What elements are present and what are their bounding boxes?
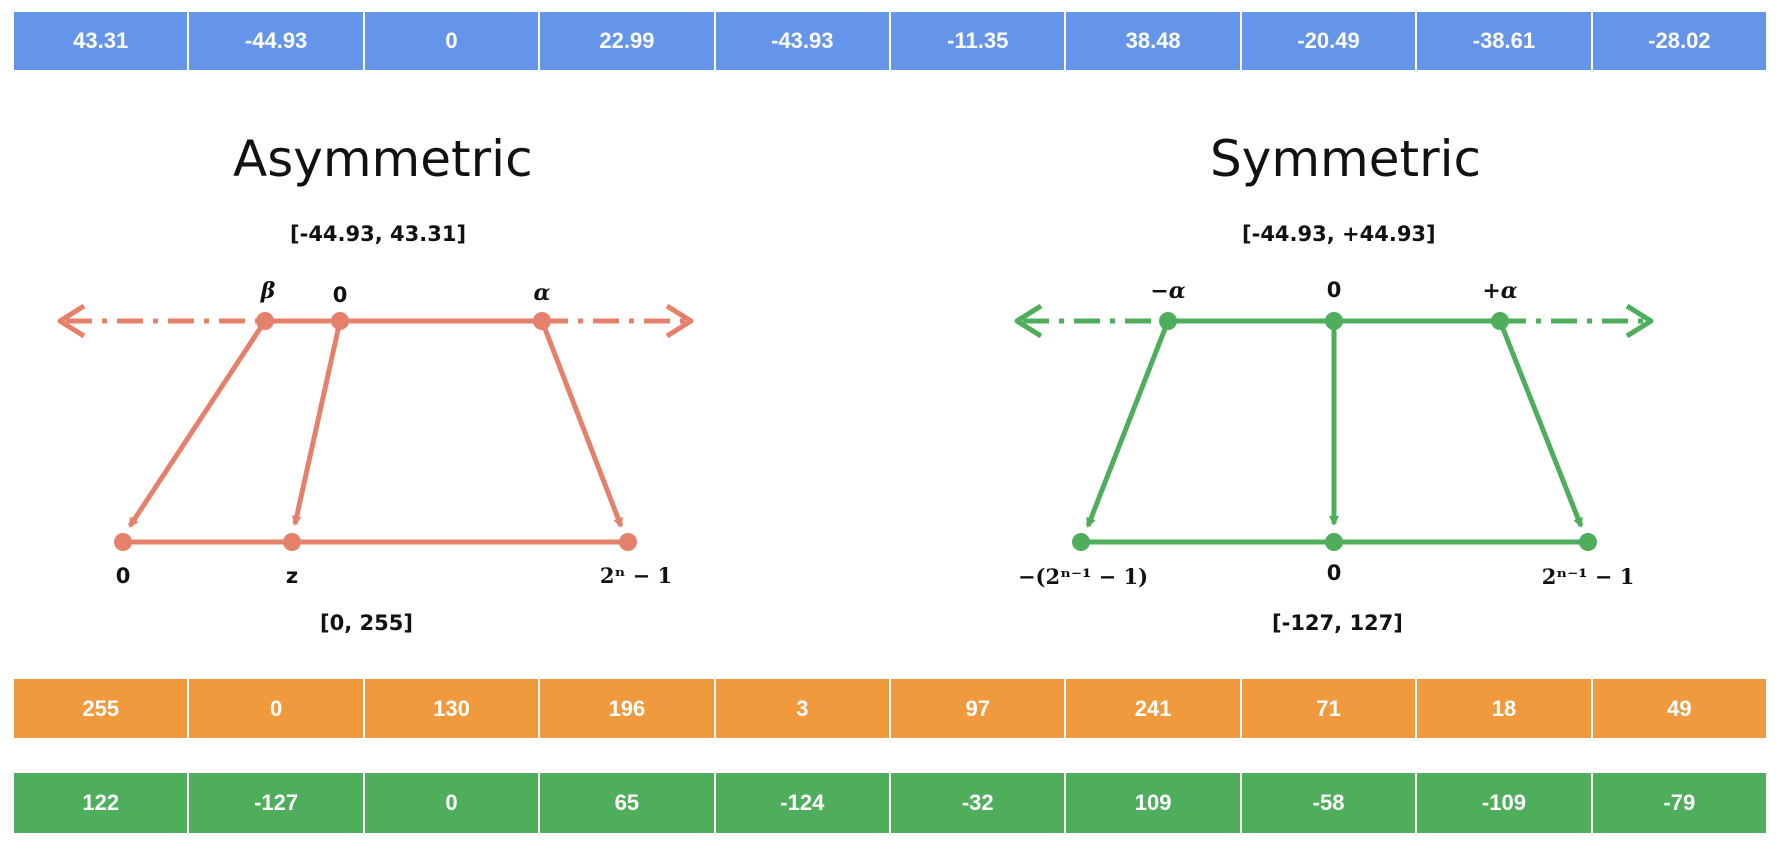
asymmetric-output-range: [0, 255]	[320, 611, 413, 635]
asym-value-cell: 241	[1066, 679, 1242, 738]
sym-value-cell: 0	[364, 773, 541, 833]
asymmetric-title: Asymmetric	[233, 130, 533, 188]
asym-value-cell: 49	[1592, 679, 1767, 738]
asymmetric-diagram	[57, 303, 694, 551]
asym-value-cell: 97	[891, 679, 1067, 738]
asym-right-arrowhead	[665, 303, 694, 339]
float-values-row: 43.31 -44.93 0 22.99 -43.93 -11.35 38.48…	[14, 12, 1767, 70]
asym-out-label-z: z	[286, 564, 298, 588]
float-value-cell: -28.02	[1592, 12, 1767, 70]
sym-dot-out-max	[1579, 533, 1597, 551]
asym-dot-out-z	[283, 533, 301, 551]
asym-dot-alpha	[533, 312, 551, 330]
sym-dot-out-zero	[1325, 533, 1343, 551]
sym-arrow-pos-alpha	[1497, 320, 1584, 528]
symmetric-input-range: [-44.93, +44.93]	[1242, 222, 1436, 246]
asym-dot-zero	[331, 312, 349, 330]
sym-value-cell: 122	[14, 773, 190, 833]
sym-value-cell: 65	[540, 773, 716, 833]
asymmetric-input-range: [-44.93, 43.31]	[290, 222, 467, 246]
asym-out-label-max: 2ⁿ − 1	[600, 563, 672, 588]
float-value-cell: 0	[364, 12, 541, 70]
sym-value-cell: -127	[189, 773, 365, 833]
sym-out-label-max: 2ⁿ⁻¹ − 1	[1542, 564, 1635, 589]
float-value-cell: -44.93	[189, 12, 365, 70]
sym-label-pos-alpha: +α	[1482, 278, 1517, 304]
asym-arrow-alpha	[539, 320, 624, 528]
sym-dot-zero	[1325, 312, 1343, 330]
sym-value-cell: 109	[1066, 773, 1242, 833]
asymmetric-values-row: 255 0 130 196 3 97 241 71 18 49	[14, 679, 1767, 738]
sym-label-zero: 0	[1327, 278, 1342, 302]
sym-out-label-min: −(2ⁿ⁻¹ − 1)	[1018, 564, 1148, 589]
sym-value-cell: -109	[1417, 773, 1593, 833]
sym-arrow-neg-alpha	[1085, 320, 1171, 528]
float-value-cell: -43.93	[715, 12, 892, 70]
sym-value-cell: -32	[891, 773, 1067, 833]
float-value-cell: -11.35	[891, 12, 1067, 70]
asym-arrow-beta	[127, 319, 268, 528]
asym-dot-out-max	[619, 533, 637, 551]
asym-left-arrowhead	[57, 303, 86, 339]
asym-out-label-zero: 0	[116, 564, 131, 588]
symmetric-title: Symmetric	[1210, 130, 1482, 188]
float-value-cell: -20.49	[1241, 12, 1418, 70]
asym-arrow-zero	[291, 320, 343, 526]
sym-label-neg-alpha: −α	[1150, 278, 1185, 304]
asym-dot-beta	[256, 312, 274, 330]
asym-value-cell: 0	[189, 679, 365, 738]
sym-value-cell: -124	[715, 773, 892, 833]
float-value-cell: 38.48	[1066, 12, 1242, 70]
float-value-cell: 43.31	[14, 12, 190, 70]
sym-value-cell: -79	[1592, 773, 1767, 833]
asym-value-cell: 130	[364, 679, 541, 738]
asym-value-cell: 3	[715, 679, 892, 738]
sym-left-arrowhead	[1014, 303, 1043, 339]
sym-right-arrowhead	[1625, 303, 1654, 339]
sym-value-cell: -58	[1241, 773, 1418, 833]
asym-value-cell: 255	[14, 679, 190, 738]
asym-label-beta: β	[260, 278, 276, 304]
sym-dot-neg-alpha	[1159, 312, 1177, 330]
sym-out-label-zero: 0	[1327, 561, 1342, 585]
asym-label-alpha: α	[534, 280, 551, 306]
symmetric-output-range: [-127, 127]	[1272, 611, 1403, 635]
float-value-cell: -38.61	[1417, 12, 1593, 70]
sym-dot-out-min	[1072, 533, 1090, 551]
asym-value-cell: 71	[1241, 679, 1418, 738]
symmetric-values-row: 122 -127 0 65 -124 -32 109 -58 -109 -79	[14, 773, 1767, 833]
asym-dot-out-zero	[114, 533, 132, 551]
float-value-cell: 22.99	[540, 12, 716, 70]
asym-label-zero: 0	[333, 283, 348, 307]
asym-value-cell: 18	[1417, 679, 1593, 738]
sym-dot-pos-alpha	[1491, 312, 1509, 330]
asym-value-cell: 196	[540, 679, 716, 738]
symmetric-diagram	[1014, 303, 1654, 551]
